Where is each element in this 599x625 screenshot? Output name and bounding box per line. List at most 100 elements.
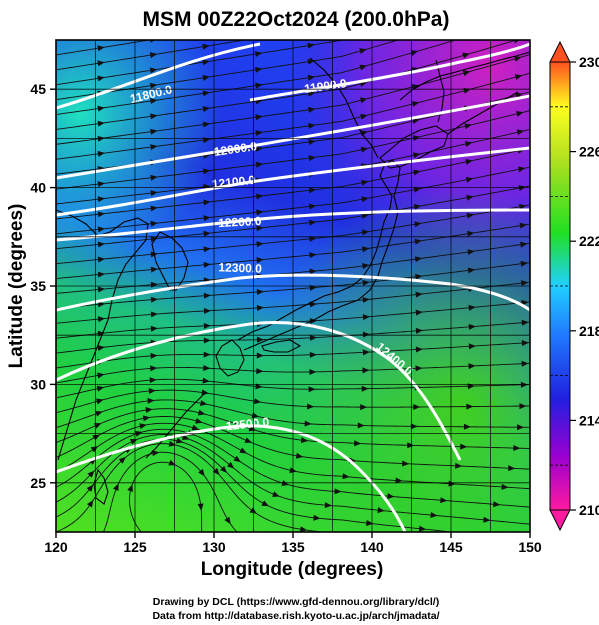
credit-data: Data from http://database.rish.kyoto-u.a…	[152, 610, 439, 622]
stream-arrowhead	[97, 316, 106, 323]
stream-arrowhead	[198, 468, 205, 477]
streamline	[56, 301, 530, 339]
stream-arrowhead	[362, 367, 370, 374]
stream-arrowhead	[203, 365, 211, 372]
stream-arrowhead	[518, 185, 526, 192]
stream-arrowhead	[414, 256, 423, 263]
stream-arrowhead	[87, 470, 95, 478]
stream-arrowhead	[203, 183, 211, 190]
stream-arrowhead	[150, 205, 158, 212]
stream-arrowhead	[464, 141, 473, 147]
stream-arrowhead	[359, 64, 368, 71]
stream-arrowhead	[519, 203, 527, 210]
streamline	[56, 399, 530, 429]
stream-arrowhead	[387, 493, 395, 500]
stream-arrowhead	[127, 484, 133, 492]
stream-arrowhead	[150, 144, 158, 151]
stream-arrowhead	[309, 318, 318, 325]
stream-arrowhead	[150, 98, 158, 105]
stream-arrowhead	[202, 121, 211, 128]
stream-arrowhead	[324, 502, 332, 509]
colorbar-tick-label: 226	[579, 144, 599, 160]
stream-arrowhead	[304, 420, 312, 427]
stream-arrowhead	[97, 45, 105, 52]
stream-arrowhead	[308, 106, 316, 113]
streamline	[56, 40, 152, 56]
streamline	[56, 72, 530, 160]
stream-arrowhead	[411, 84, 419, 90]
stream-arrowhead	[440, 497, 448, 504]
stream-arrowhead	[430, 512, 438, 518]
streamline	[56, 40, 248, 71]
stream-arrowhead	[203, 337, 211, 344]
stream-arrowhead	[362, 246, 370, 253]
streamline	[56, 54, 530, 145]
stream-arrowhead	[149, 52, 158, 59]
streamline	[56, 342, 530, 369]
streamline	[56, 110, 530, 190]
stream-arrowhead	[415, 273, 423, 280]
x-tick-label: 120	[44, 539, 68, 555]
x-tick-label: 145	[439, 539, 463, 555]
stream-arrowhead	[97, 60, 105, 67]
stream-arrowhead	[195, 417, 203, 424]
stream-arrowhead	[517, 166, 526, 173]
stream-arrowhead	[362, 296, 370, 303]
y-tick-label: 45	[30, 81, 46, 97]
stream-arrowhead	[508, 465, 516, 472]
stream-arrowhead	[354, 440, 362, 447]
stream-arrowhead	[256, 209, 264, 216]
stream-arrowhead	[203, 322, 211, 329]
stream-arrowhead	[112, 483, 119, 492]
stream-arrowhead	[150, 236, 158, 243]
stream-arrowhead	[97, 120, 105, 127]
stream-arrowhead	[197, 409, 206, 416]
streamline	[56, 147, 530, 220]
stream-arrowhead	[150, 82, 158, 89]
stream-arrowhead	[97, 211, 106, 218]
stream-arrowhead	[460, 443, 468, 450]
stream-arrowhead	[203, 215, 211, 222]
stream-arrowhead	[307, 74, 316, 81]
stream-arrowhead	[97, 75, 105, 82]
stream-arrowhead	[309, 268, 317, 275]
stream-arrowhead	[411, 101, 420, 107]
stream-arrowhead	[467, 267, 476, 274]
stream-arrowhead	[418, 525, 427, 532]
stream-arrowhead	[342, 473, 350, 480]
stream-arrowhead	[300, 437, 309, 444]
streamline	[56, 281, 530, 324]
stream-arrowhead	[415, 309, 423, 316]
streamline	[56, 389, 530, 414]
streamline	[56, 185, 530, 250]
stream-arrowhead	[150, 325, 158, 332]
stream-arrowhead	[486, 533, 494, 540]
stream-arrowhead	[412, 118, 420, 125]
x-tick-label: 150	[518, 539, 542, 555]
stream-arrowhead	[256, 304, 264, 311]
stream-arrowhead	[520, 260, 528, 267]
stream-arrowhead	[308, 155, 316, 162]
stream-arrowhead	[413, 204, 422, 210]
stream-arrowhead	[197, 503, 204, 511]
stream-arrowhead	[150, 311, 158, 318]
stream-arrowhead	[308, 203, 317, 210]
stream-arrowhead	[256, 225, 264, 232]
streamline	[56, 262, 530, 309]
stream-arrowhead	[168, 459, 176, 466]
stream-arrowhead	[361, 179, 369, 186]
x-axis-label: Longitude (degrees)	[201, 559, 384, 580]
stream-arrowhead	[255, 145, 264, 152]
stream-arrowhead	[97, 226, 106, 233]
stream-arrowhead	[361, 212, 369, 219]
stream-arrowhead	[359, 97, 368, 104]
stream-arrowhead	[413, 169, 421, 176]
colorbar-top-triangle	[549, 40, 571, 63]
colorbar-tick-label: 222	[579, 233, 599, 249]
streamline	[178, 531, 180, 532]
stream-arrowhead	[256, 336, 264, 343]
y-axis: 25 30 35 40 45	[30, 81, 56, 491]
stream-arrowhead	[150, 365, 158, 372]
stream-arrowhead	[334, 488, 342, 495]
